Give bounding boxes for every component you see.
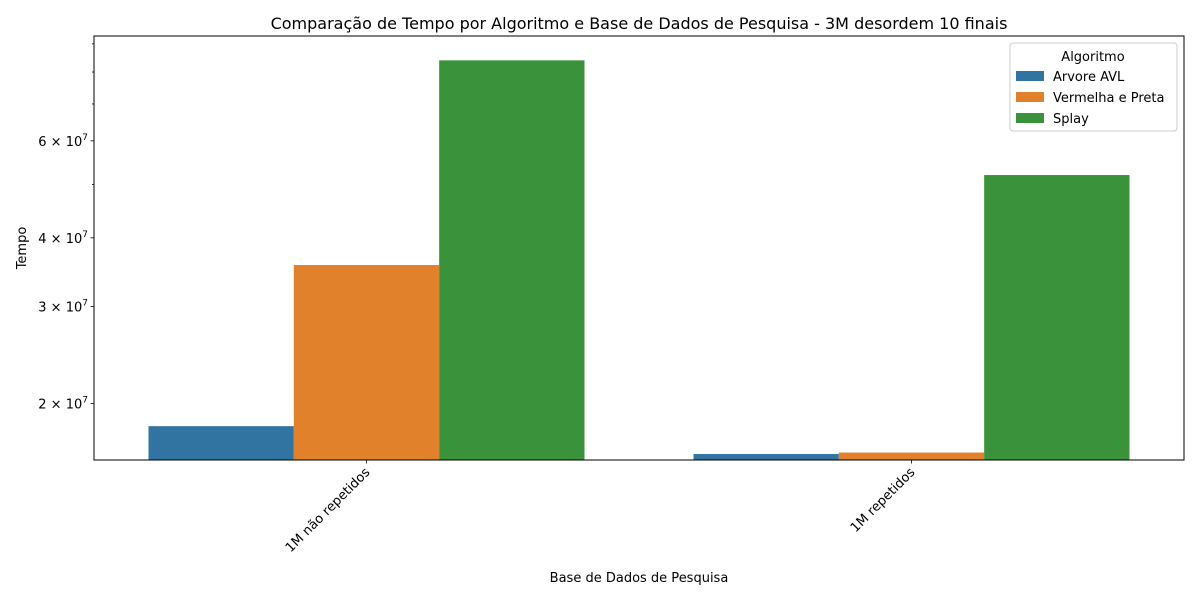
chart-title: Comparação de Tempo por Algoritmo e Base… — [271, 14, 1008, 33]
legend-label: Arvore AVL — [1053, 70, 1125, 85]
bar — [984, 175, 1130, 460]
legend-title: Algoritmo — [1061, 50, 1124, 65]
x-axis: 1M não repetidos 1M repetidos — [283, 460, 919, 556]
y-tick-label: 3 × 107 — [38, 299, 88, 316]
bar — [693, 454, 839, 460]
legend-frame — [1009, 42, 1178, 132]
plot-frame — [93, 35, 1185, 461]
legend-items: Arvore AVL Vermelha e Preta Splay — [1016, 70, 1164, 127]
legend-label: Vermelha e Preta — [1053, 91, 1164, 106]
x-tick-label: 1M repetidos — [848, 465, 919, 536]
y-axis-label: Tempo — [15, 227, 30, 271]
x-tick-label: 1M não repetidos — [283, 465, 374, 556]
y-tick-label: 6 × 107 — [38, 133, 88, 150]
y-tick-label: 2 × 107 — [38, 396, 88, 413]
bar — [439, 60, 585, 461]
legend-label: Splay — [1053, 112, 1089, 127]
bar — [293, 265, 440, 460]
legend-swatch — [1016, 92, 1044, 102]
legend: Algoritmo Arvore AVL Vermelha e Preta Spla… — [1009, 42, 1178, 132]
bar — [148, 426, 294, 460]
legend-swatch — [1016, 71, 1044, 81]
x-axis-label: Base de Dados de Pesquisa — [550, 571, 729, 586]
bars-layer — [148, 60, 1130, 461]
bar — [838, 452, 985, 460]
legend-swatch — [1016, 113, 1044, 123]
y-tick-label: 4 × 107 — [38, 230, 88, 247]
y-axis: 2 × 107 3 × 107 4 × 107 6 × 107 — [38, 43, 94, 413]
